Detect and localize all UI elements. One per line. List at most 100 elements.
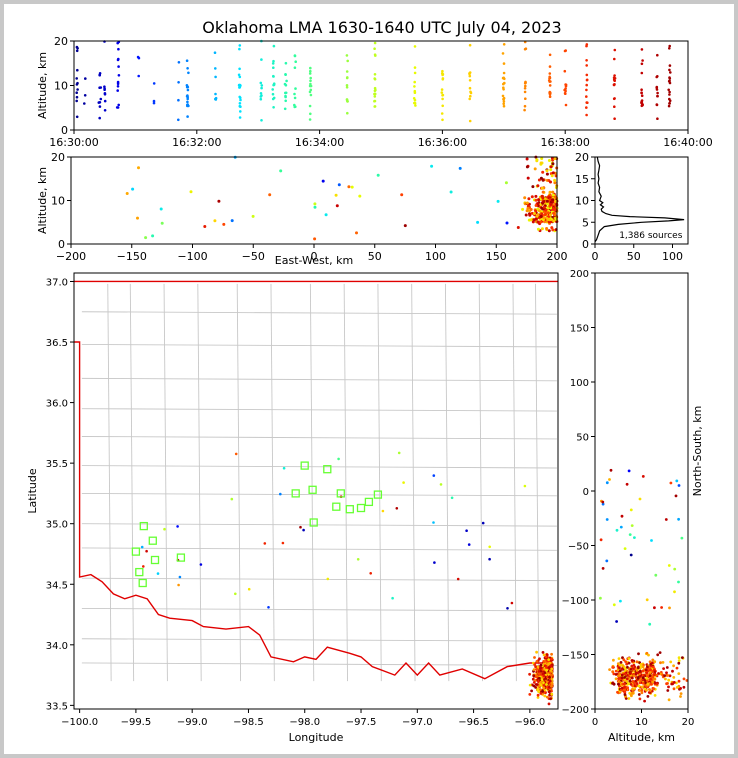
alt-ew-point: [313, 205, 317, 209]
ns-alt-xlabel: Altitude, km: [608, 731, 675, 744]
plan-view-point: [538, 657, 541, 661]
plan-view-point: [550, 673, 553, 677]
ns-alt-point: [677, 517, 680, 521]
plan-view-point: [140, 545, 144, 549]
alt-time-point: [272, 44, 276, 48]
ns-alt-panel: 0 10 20 −200 −150 −100 −50 0 50 100 150 200 Altitude…: [562, 269, 704, 744]
alt-ew-point: [476, 220, 480, 224]
plan-view-point: [537, 672, 541, 675]
plan-view-point: [230, 497, 234, 501]
ns-alt-point: [643, 678, 647, 682]
alt-hist-ytick-label: 0: [582, 238, 589, 251]
plan-view-point: [488, 557, 491, 561]
ns-alt-point: [624, 660, 627, 663]
plan-view-point: [535, 683, 539, 686]
alt-time-point: [564, 103, 568, 107]
plan-view-point: [545, 668, 549, 672]
alt-ew-point: [530, 211, 534, 215]
ns-alt-point: [655, 673, 659, 677]
ns-alt-point: [623, 676, 626, 679]
ns-alt-point: [675, 479, 679, 483]
alt-time-point: [640, 91, 643, 95]
alt-time-point: [272, 106, 275, 109]
ns-alt-point: [618, 666, 621, 670]
plan-view-point: [550, 667, 554, 671]
alt-time-point: [523, 108, 526, 112]
plan-view-frame: [73, 272, 559, 710]
plan-view-point: [536, 693, 540, 697]
alt-time-xtick-label: 16:36:00: [418, 136, 467, 149]
alt-time-point: [668, 68, 671, 72]
plan-view-point: [536, 688, 539, 692]
county-line: [81, 344, 557, 348]
ns-alt-point: [646, 665, 649, 669]
ns-alt-point: [628, 679, 632, 683]
ns-alt-point: [625, 482, 629, 486]
plan-view-point: [542, 674, 546, 678]
ns-alt-point: [623, 693, 627, 696]
alt-time-point: [667, 104, 671, 108]
plan-view-point: [528, 683, 532, 687]
ns-alt-point: [646, 683, 650, 686]
ns-alt-point: [599, 538, 603, 542]
alt-time-point: [271, 92, 275, 96]
alt-time-point: [214, 97, 217, 101]
alt-time-point: [152, 101, 156, 105]
alt-ew-point: [545, 199, 549, 203]
alt-time-point: [524, 81, 527, 85]
figure-frame: Oklahoma LMA 1630-1640 UTC July 04, 2023…: [4, 4, 734, 754]
ns-alt-point: [660, 606, 663, 609]
ns-alt-point: [627, 682, 631, 686]
alt-ew-point: [137, 166, 140, 170]
alt-time-point: [186, 88, 190, 92]
ns-alt-point: [635, 660, 639, 664]
ns-alt-point: [612, 672, 616, 676]
alt-ew-point: [535, 158, 539, 162]
alt-time-point: [214, 75, 217, 79]
alt-time-point: [294, 60, 298, 63]
plan-view-point: [545, 683, 548, 686]
alt-time-xtick-label: 16:40:00: [663, 136, 712, 149]
plan-view-point: [439, 483, 443, 486]
plan-view-point: [548, 675, 551, 679]
station-marker: [323, 465, 332, 474]
alt-ew-point: [550, 226, 554, 230]
ns-alt-point: [668, 606, 671, 610]
plan-view-point: [543, 678, 546, 681]
alt-time-point: [548, 75, 551, 79]
plan-view-point: [281, 541, 285, 545]
alt-ew-point: [551, 190, 555, 194]
ns-alt-point: [619, 661, 623, 664]
alt-ew-point: [496, 199, 500, 203]
alt-time-point: [284, 73, 287, 76]
ns-alt-point: [641, 685, 644, 689]
plan-view-point: [432, 521, 435, 524]
ns-alt-point: [621, 664, 625, 668]
alt-time-point: [441, 77, 445, 80]
alt-time-panel: 16:30:00 16:32:00 16:34:00 16:36:00 16:38:00…: [36, 35, 713, 149]
alt-ew-point: [151, 234, 155, 238]
alt-ew-point: [458, 166, 462, 170]
alt-time-point: [272, 66, 275, 69]
alt-ew-point: [548, 190, 552, 194]
plan-view-content: [74, 280, 558, 706]
alt-ew-point: [549, 202, 553, 206]
alt-time-point: [186, 85, 189, 88]
alt-time-point: [117, 65, 120, 68]
plan-view-panel: −100.0 −99.5 −99.0 −98.5 −98.0 −97.5 −97.0 −96.…: [26, 272, 559, 744]
alt-time-point: [237, 73, 241, 77]
alt-time-point: [668, 97, 671, 101]
alt-ew-point: [534, 198, 538, 202]
alt-time-point: [502, 76, 506, 80]
alt-time-xtick-label: 16:34:00: [295, 136, 344, 149]
ns-alt-point: [645, 676, 648, 680]
plan-view-point: [549, 697, 552, 701]
plan-view-point: [163, 527, 166, 531]
alt-time-point: [502, 88, 505, 91]
alt-ew-point: [542, 216, 546, 220]
alt-ew-point: [136, 216, 139, 220]
alt-time-point: [346, 111, 349, 115]
alt-time-point: [259, 97, 263, 101]
alt-ew-point: [547, 159, 551, 162]
ns-alt-point: [666, 674, 670, 677]
